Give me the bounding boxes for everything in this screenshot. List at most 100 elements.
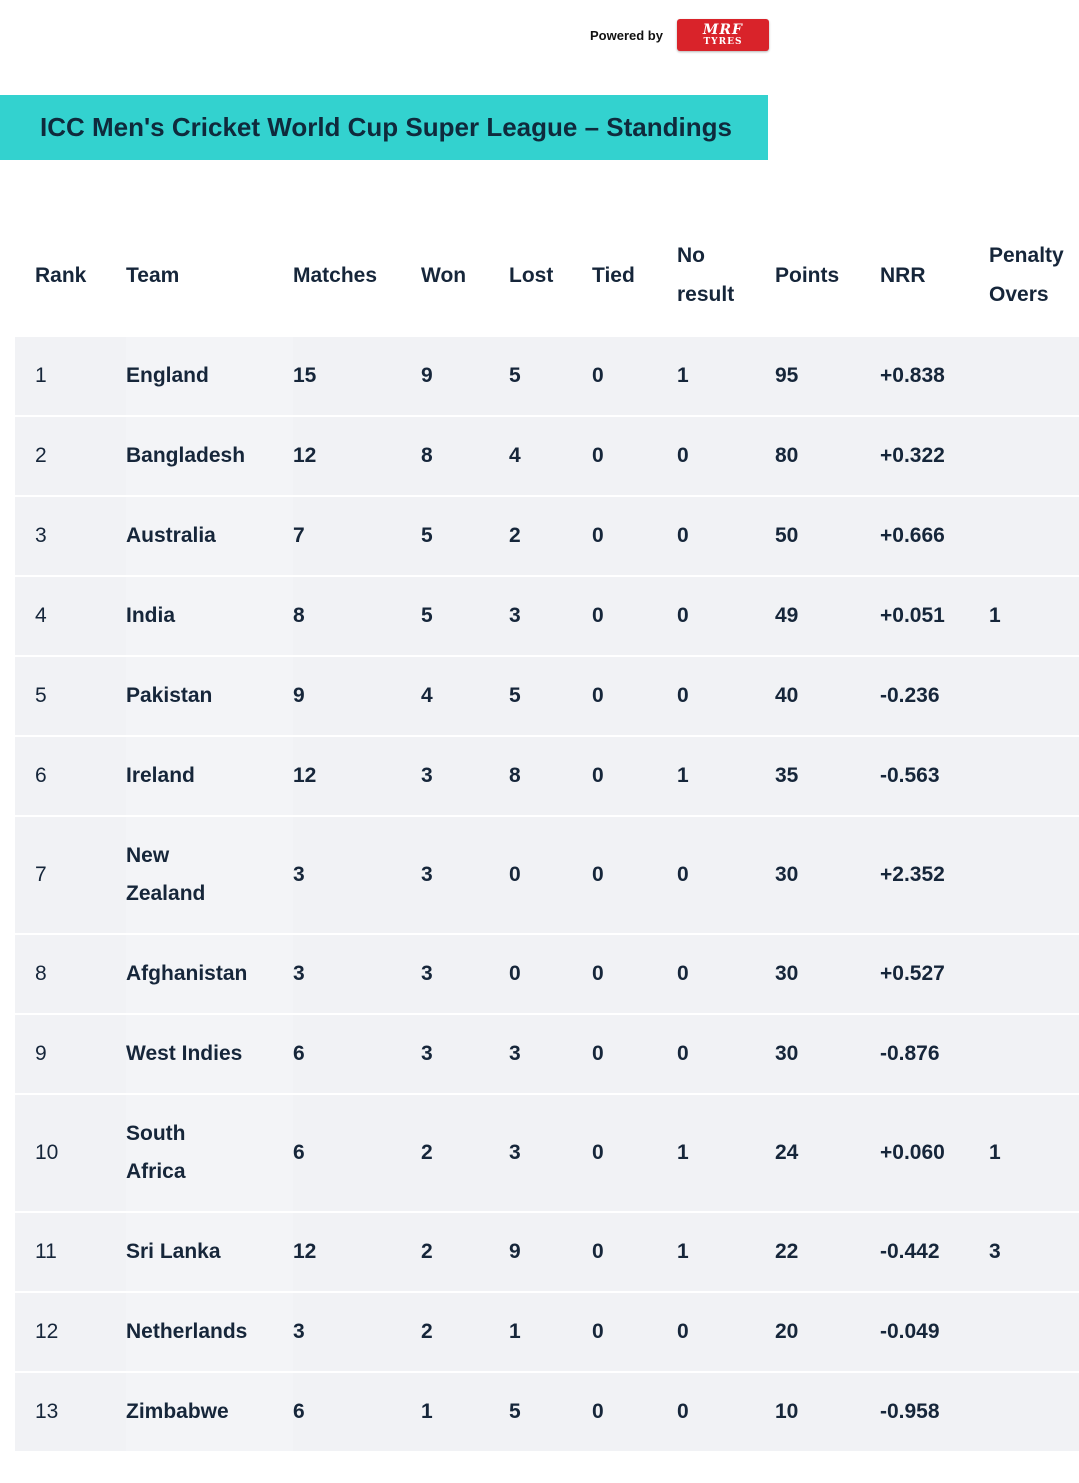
penalty-cell: 1 bbox=[989, 575, 1079, 655]
points-cell: 30 bbox=[775, 1013, 880, 1093]
points-cell: 80 bbox=[775, 415, 880, 495]
team-cell[interactable]: Pakistan bbox=[126, 655, 293, 735]
won-cell: 3 bbox=[421, 933, 509, 1013]
tied-cell: 0 bbox=[592, 815, 677, 933]
lost-cell: 3 bbox=[509, 1093, 592, 1211]
logo-line-1: MRF bbox=[702, 22, 743, 38]
won-cell: 1 bbox=[421, 1371, 509, 1451]
column-header-points[interactable]: Points bbox=[775, 263, 840, 287]
tied-cell: 0 bbox=[592, 495, 677, 575]
team-name: Ireland bbox=[126, 764, 195, 787]
matches-cell: 6 bbox=[293, 1371, 421, 1451]
team-name: India bbox=[126, 604, 176, 627]
rank-cell: 7 bbox=[15, 815, 126, 933]
rank-cell: 2 bbox=[15, 415, 126, 495]
team-cell[interactable]: Afghanistan bbox=[126, 933, 293, 1013]
team-cell[interactable]: India bbox=[126, 575, 293, 655]
tied-cell: 0 bbox=[592, 415, 677, 495]
won-cell: 2 bbox=[421, 1211, 509, 1291]
column-header-won[interactable]: Won bbox=[421, 263, 467, 287]
no-result-cell: 1 bbox=[677, 1093, 775, 1211]
lost-cell: 4 bbox=[509, 415, 592, 495]
team-name: Afghanistan bbox=[126, 962, 248, 985]
team-cell[interactable]: Zimbabwe bbox=[126, 1371, 293, 1451]
column-header-nrr[interactable]: NRR bbox=[880, 263, 926, 287]
lost-cell: 2 bbox=[509, 495, 592, 575]
table-row[interactable]: 6 Ireland 12 3 8 0 1 35 -0.563 bbox=[15, 735, 1079, 815]
rank-cell: 1 bbox=[15, 335, 126, 415]
penalty-cell: 3 bbox=[989, 1211, 1079, 1291]
sponsor-block: Powered by MRF TYRES bbox=[590, 19, 769, 51]
team-cell[interactable]: Bangladesh bbox=[126, 415, 293, 495]
column-header-team[interactable]: Team bbox=[126, 263, 180, 287]
table-row[interactable]: 8 Afghanistan 3 3 0 0 0 30 +0.527 bbox=[15, 933, 1079, 1013]
no-result-cell: 0 bbox=[677, 933, 775, 1013]
team-cell[interactable]: England bbox=[126, 335, 293, 415]
points-cell: 20 bbox=[775, 1291, 880, 1371]
title-banner: ICC Men's Cricket World Cup Super League… bbox=[0, 95, 768, 160]
logo-line-2: TYRES bbox=[703, 37, 743, 47]
points-cell: 95 bbox=[775, 335, 880, 415]
column-header-lost[interactable]: Lost bbox=[509, 263, 554, 287]
team-name-line-1: South bbox=[126, 1122, 186, 1145]
no-result-cell: 1 bbox=[677, 735, 775, 815]
nrr-cell: +0.322 bbox=[880, 415, 989, 495]
rank-cell: 11 bbox=[15, 1211, 126, 1291]
nrr-cell: -0.442 bbox=[880, 1211, 989, 1291]
no-result-cell: 0 bbox=[677, 415, 775, 495]
points-cell: 40 bbox=[775, 655, 880, 735]
team-cell[interactable]: Ireland bbox=[126, 735, 293, 815]
team-name-line-2: Africa bbox=[126, 1160, 186, 1183]
table-row[interactable]: 7 New Zealand 3 3 0 0 0 30 +2.352 bbox=[15, 815, 1079, 933]
table-row[interactable]: 11 Sri Lanka 12 2 9 0 1 22 -0.442 3 bbox=[15, 1211, 1079, 1291]
team-cell[interactable]: South Africa bbox=[126, 1093, 293, 1211]
nrr-cell: -0.876 bbox=[880, 1013, 989, 1093]
matches-cell: 12 bbox=[293, 1211, 421, 1291]
table-row[interactable]: 12 Netherlands 3 2 1 0 0 20 -0.049 bbox=[15, 1291, 1079, 1371]
mrf-tyres-logo[interactable]: MRF TYRES bbox=[676, 19, 769, 51]
table-row[interactable]: 4 India 8 5 3 0 0 49 +0.051 1 bbox=[15, 575, 1079, 655]
no-result-cell: 0 bbox=[677, 575, 775, 655]
table-row[interactable]: 5 Pakistan 9 4 5 0 0 40 -0.236 bbox=[15, 655, 1079, 735]
team-cell[interactable]: West Indies bbox=[126, 1013, 293, 1093]
won-cell: 2 bbox=[421, 1291, 509, 1371]
column-header-rank[interactable]: Rank bbox=[35, 263, 87, 287]
no-result-cell: 1 bbox=[677, 1211, 775, 1291]
table-row[interactable]: 9 West Indies 6 3 3 0 0 30 -0.876 bbox=[15, 1013, 1079, 1093]
rank-cell: 6 bbox=[15, 735, 126, 815]
nrr-cell: +0.060 bbox=[880, 1093, 989, 1211]
table-row[interactable]: 3 Australia 7 5 2 0 0 50 +0.666 bbox=[15, 495, 1079, 575]
lost-cell: 1 bbox=[509, 1291, 592, 1371]
column-header-matches[interactable]: Matches bbox=[293, 263, 378, 287]
table-row[interactable]: 2 Bangladesh 12 8 4 0 0 80 +0.322 bbox=[15, 415, 1079, 495]
no-result-cell: 1 bbox=[677, 335, 775, 415]
team-cell[interactable]: Netherlands bbox=[126, 1291, 293, 1371]
team-cell[interactable]: New Zealand bbox=[126, 815, 293, 933]
tied-cell: 0 bbox=[592, 655, 677, 735]
rank-cell: 8 bbox=[15, 933, 126, 1013]
table-row[interactable]: 13 Zimbabwe 6 1 5 0 0 10 -0.958 bbox=[15, 1371, 1079, 1451]
table-row[interactable]: 1 England 15 9 5 0 1 95 +0.838 bbox=[15, 335, 1079, 415]
nrr-cell: -0.563 bbox=[880, 735, 989, 815]
won-cell: 9 bbox=[421, 335, 509, 415]
team-cell[interactable]: Sri Lanka bbox=[126, 1211, 293, 1291]
matches-cell: 6 bbox=[293, 1093, 421, 1211]
team-cell[interactable]: Australia bbox=[126, 495, 293, 575]
column-header-penalty-overs[interactable]: Penalty Overs bbox=[989, 215, 1079, 335]
column-header-tied[interactable]: Tied bbox=[592, 263, 635, 287]
penalty-cell bbox=[989, 933, 1079, 1013]
team-name: West Indies bbox=[126, 1042, 243, 1065]
nrr-cell: -0.049 bbox=[880, 1291, 989, 1371]
team-name: Bangladesh bbox=[126, 444, 246, 467]
lost-cell: 0 bbox=[509, 815, 592, 933]
team-name: Pakistan bbox=[126, 684, 213, 707]
lost-cell: 5 bbox=[509, 335, 592, 415]
team-name: Netherlands bbox=[126, 1320, 248, 1343]
won-cell: 5 bbox=[421, 495, 509, 575]
table-row[interactable]: 10 South Africa 6 2 3 0 1 24 +0.060 1 bbox=[15, 1093, 1079, 1211]
rank-cell: 4 bbox=[15, 575, 126, 655]
column-header-no-result[interactable]: No result bbox=[677, 215, 775, 335]
penalty-cell bbox=[989, 495, 1079, 575]
no-result-cell: 0 bbox=[677, 495, 775, 575]
rank-cell: 13 bbox=[15, 1371, 126, 1451]
